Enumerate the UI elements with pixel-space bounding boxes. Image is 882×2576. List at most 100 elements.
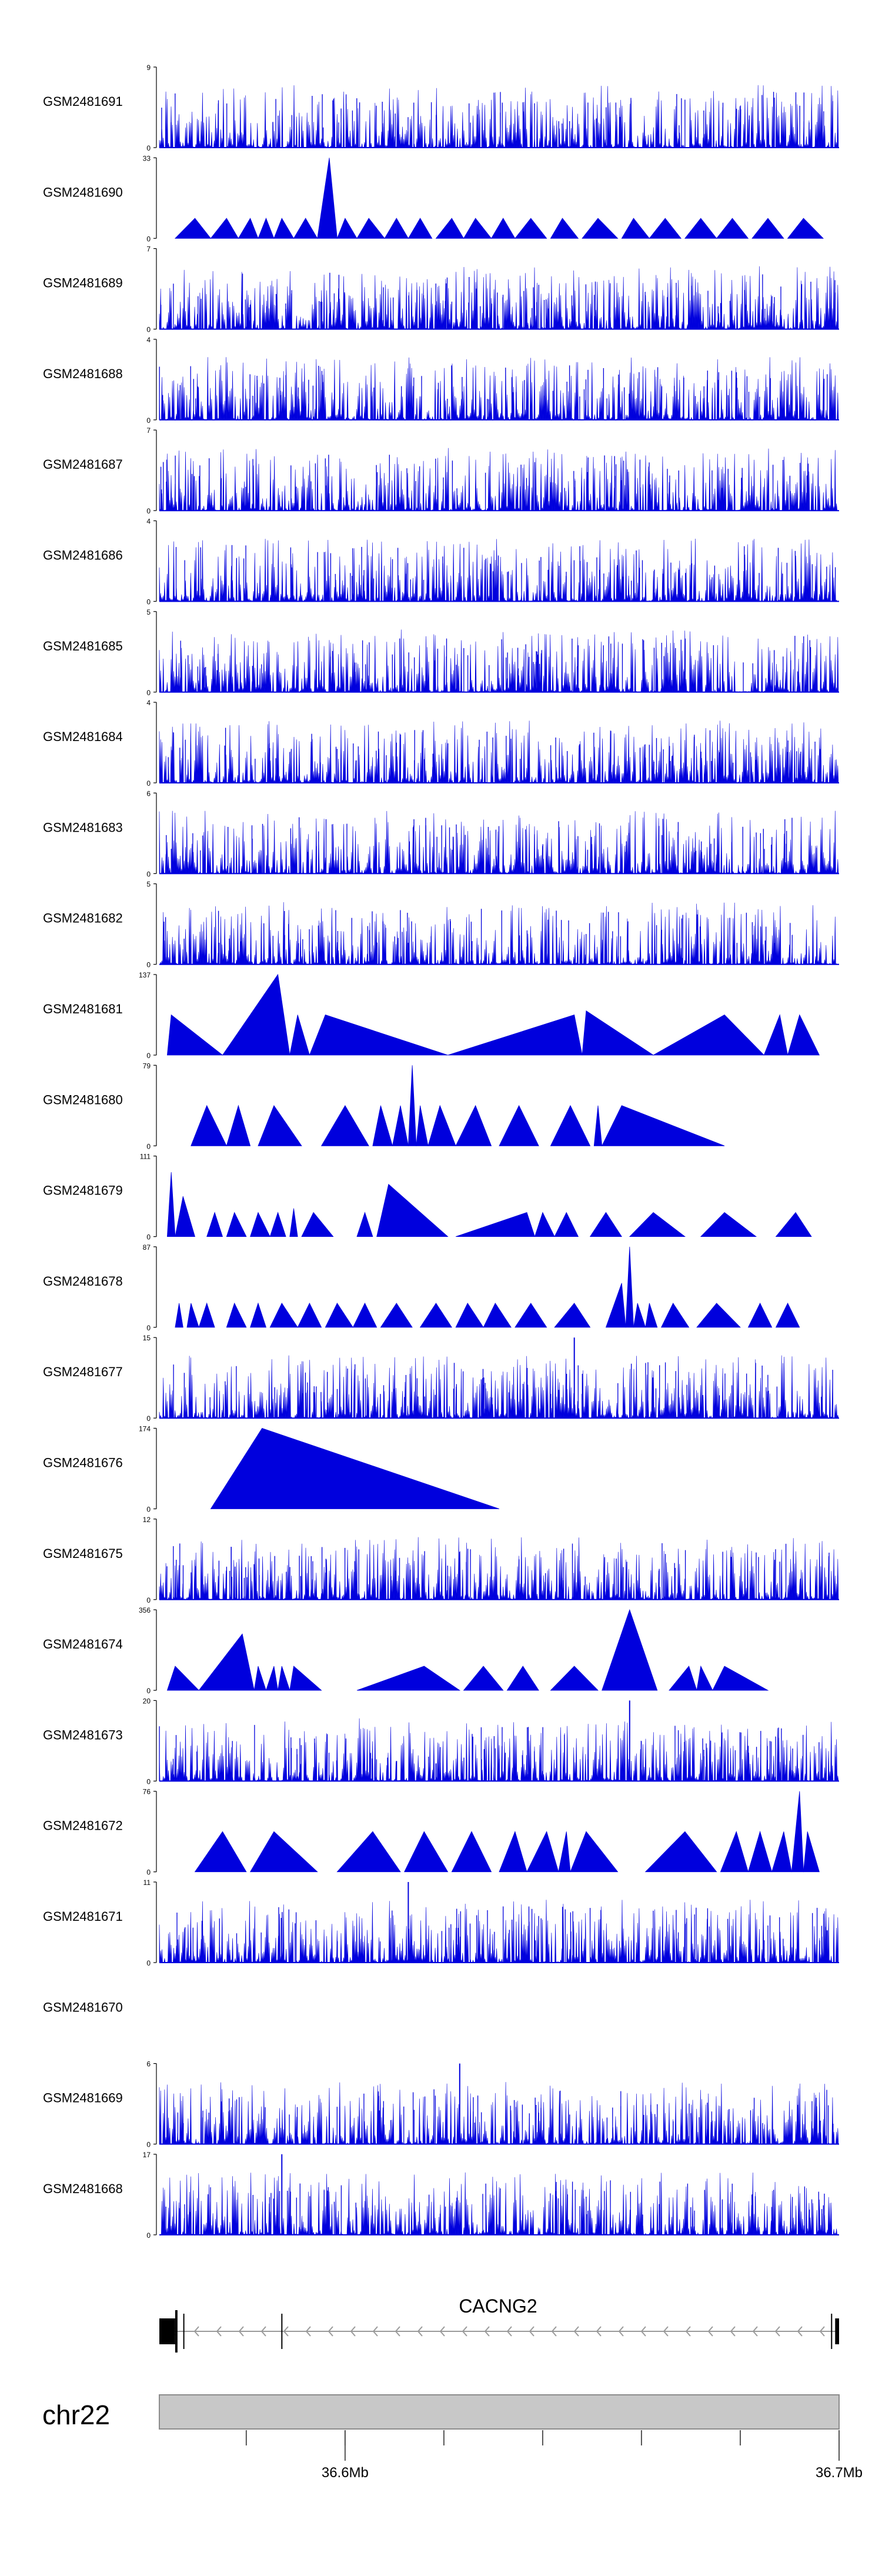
y-zero-label: 0	[146, 1233, 151, 1242]
coverage-peak	[265, 1666, 279, 1691]
strand-arrow	[752, 2326, 758, 2337]
coverage-peak	[336, 1831, 401, 1873]
y-max-label: 4	[146, 699, 151, 707]
coverage-peak	[490, 218, 516, 239]
axis-tick-label: 36.6Mb	[322, 2465, 369, 2481]
track-GSM2481672: GSM2481672 76 0	[43, 1788, 820, 1877]
coverage-spikes	[160, 455, 809, 511]
coverage-peak	[696, 1665, 713, 1691]
y-zero-label: 0	[146, 1506, 151, 1514]
track-label: GSM2481689	[43, 276, 123, 291]
strand-arrow	[529, 2326, 534, 2337]
strand-arrow	[506, 2326, 512, 2337]
track-label: GSM2481682	[43, 911, 123, 926]
coverage-area	[159, 538, 839, 602]
track-label: GSM2481688	[43, 366, 123, 381]
track-label: GSM2481673	[43, 1727, 123, 1742]
coverage-peak	[669, 1666, 697, 1691]
track-GSM2481686: GSM2481686 4 0	[43, 518, 839, 606]
strand-arrow	[395, 2326, 400, 2337]
coverage-peak	[621, 218, 650, 239]
coverage-spikes	[163, 909, 793, 965]
coverage-peak	[427, 1105, 456, 1146]
coverage-peak	[787, 218, 824, 239]
coverage-peak	[175, 1196, 196, 1237]
coverage-peak	[198, 1302, 215, 1328]
track-label: GSM2481683	[43, 820, 123, 835]
coverage-peak	[194, 1831, 247, 1873]
gene-track: CACNG2	[159, 2295, 839, 2353]
y-max-label: 4	[146, 336, 151, 344]
coverage-peak	[269, 1212, 286, 1237]
y-zero-label: 0	[146, 1687, 151, 1695]
strand-arrow	[551, 2326, 557, 2337]
coverage-peak	[336, 218, 358, 239]
strand-arrow	[797, 2326, 803, 2337]
track-label: GSM2481690	[43, 185, 123, 199]
coverage-peak	[175, 1303, 183, 1328]
y-max-label: 5	[146, 880, 151, 889]
track-GSM2481670: GSM2481670	[43, 2000, 123, 2014]
coverage-peak	[633, 1303, 646, 1328]
strand-arrow	[685, 2326, 691, 2337]
coverage-area	[159, 1900, 839, 1964]
y-zero-label: 0	[146, 1596, 151, 1604]
coverage-peak	[250, 1212, 270, 1237]
coverage-peak	[514, 1303, 547, 1328]
track-GSM2481673: GSM2481673 20 0	[43, 1697, 839, 1786]
strand-arrow	[596, 2326, 602, 2337]
coverage-peak	[463, 1666, 504, 1691]
coverage-peak	[514, 218, 547, 239]
coverage-area	[159, 357, 839, 421]
coverage-area	[159, 1355, 839, 1419]
coverage-peak	[249, 1831, 318, 1873]
coverage-peak	[570, 1831, 619, 1873]
coverage-spikes	[159, 1724, 836, 1781]
coverage-peak	[376, 1183, 449, 1237]
coverage-peak	[696, 1303, 741, 1328]
strand-arrow	[573, 2326, 579, 2337]
y-zero-label: 0	[146, 2231, 151, 2240]
coverage-peak	[550, 1105, 591, 1146]
coverage-peak	[554, 1303, 591, 1328]
coverage-peak	[602, 1609, 658, 1691]
track-label: GSM2481680	[43, 1092, 123, 1107]
coverage-peak	[293, 218, 318, 239]
coverage-peak	[649, 218, 682, 239]
coverage-peak	[550, 1666, 599, 1691]
track-GSM2481669: GSM2481669 6 0	[43, 2060, 839, 2149]
coverage-peak	[222, 973, 290, 1056]
coverage-peak	[593, 1105, 603, 1146]
y-zero-label: 0	[146, 598, 151, 606]
coverage-peak	[356, 1666, 461, 1691]
track-label: GSM2481677	[43, 1364, 123, 1379]
coverage-spikes	[180, 636, 811, 692]
track-label: GSM2481679	[43, 1183, 123, 1198]
coverage-spikes	[161, 272, 836, 329]
coverage-peak	[416, 1105, 429, 1146]
coverage-peak	[712, 1666, 769, 1691]
strand-arrow	[260, 2326, 266, 2337]
chromosome-ideogram: chr22 36.6Mb 36.7Mb	[42, 2394, 863, 2481]
track-GSM2481691: GSM2481691 9 0	[43, 64, 839, 152]
strand-arrow	[350, 2326, 356, 2337]
coverage-area	[159, 720, 839, 784]
coverage-peak	[226, 1212, 247, 1237]
coverage-peak	[684, 218, 717, 239]
coverage-spikes	[166, 1543, 830, 1600]
coverage-peak	[455, 1105, 492, 1146]
coverage-peak	[407, 218, 433, 239]
coverage-peak	[356, 218, 385, 239]
coverage-spikes	[166, 817, 817, 874]
track-label: GSM2481681	[43, 1002, 123, 1016]
coverage-peak	[210, 218, 239, 239]
track-GSM2481681: GSM2481681 137 0	[43, 971, 820, 1060]
coverage-peak	[499, 1830, 527, 1873]
strand-arrow	[283, 2326, 289, 2337]
coverage-spikes	[176, 1906, 827, 1963]
coverage-peak	[629, 1212, 686, 1237]
track-GSM2481687: GSM2481687 7 0	[43, 426, 839, 515]
chromosome-label: chr22	[42, 2400, 110, 2430]
strand-arrow	[819, 2326, 825, 2337]
track-label: GSM2481671	[43, 1909, 123, 1924]
